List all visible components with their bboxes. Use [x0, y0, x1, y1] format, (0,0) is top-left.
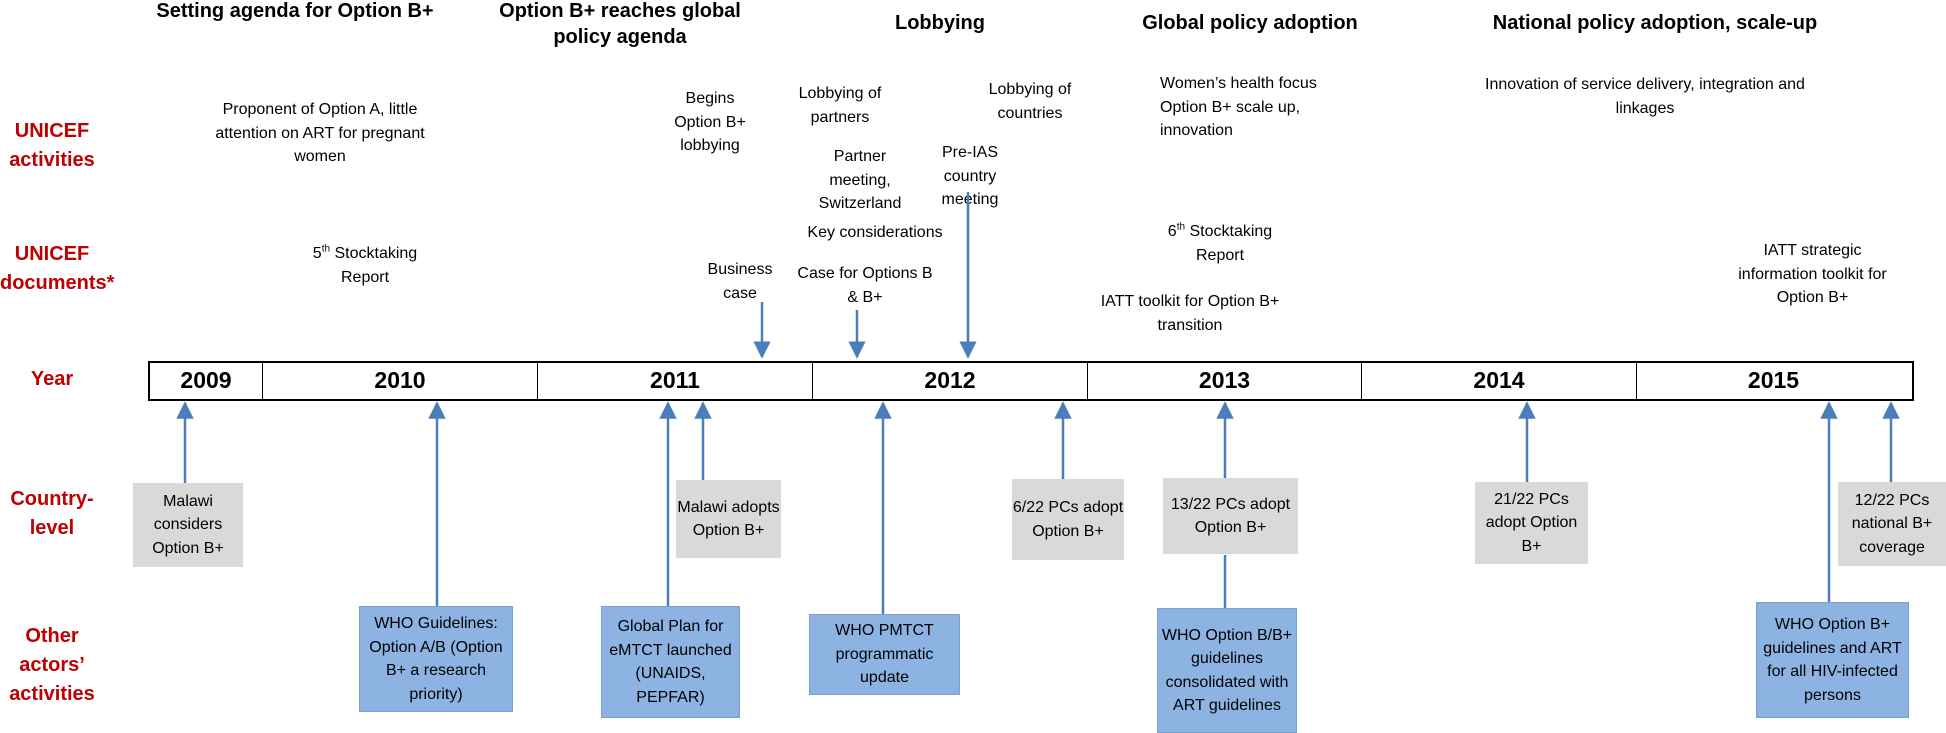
country-malawi-considers: Malawi considers Option B+ — [133, 483, 243, 567]
year-divider — [812, 361, 813, 401]
year-bar — [148, 361, 1914, 401]
row-label-unicef-activities: UNICEF activities — [9, 120, 95, 171]
doc-6th-rest: Stocktaking Report — [1185, 223, 1273, 264]
doc-6th-num: 6 — [1167, 223, 1177, 240]
country-pcs-6: 6/22 PCs adopt Option B+ — [1012, 479, 1124, 560]
year-2014: 2014 — [1473, 367, 1525, 393]
year-divider — [1636, 361, 1637, 401]
phase-global-policy: Global policy adoption — [1142, 12, 1358, 34]
activity-lobbying-partners: Lobbying of partners — [798, 85, 882, 126]
doc-6th-stocktaking: 6th Stocktaking Report — [1145, 220, 1295, 267]
year-divider — [1361, 361, 1362, 401]
phase-global-agenda: Option B+ reaches global policy agenda — [499, 0, 741, 48]
doc-6th-sup: th — [1176, 221, 1186, 233]
year-2009: 2009 — [180, 367, 232, 393]
actor-who-option-b: WHO Option B/B+ guidelines consolidated … — [1157, 608, 1297, 733]
country-malawi-adopts: Malawi adopts Option B+ — [676, 480, 781, 558]
doc-business-case: Business case — [707, 261, 773, 302]
activity-innovation: Innovation of service delivery, integrat… — [1485, 76, 1805, 117]
phase-lobbying: Lobbying — [895, 12, 985, 34]
doc-5th-stocktaking: 5th Stocktaking Report — [290, 242, 440, 289]
phase-setting-agenda: Setting agenda for Option B+ — [156, 0, 434, 22]
doc-iatt-toolkit: IATT toolkit for Option B+ transition — [1100, 293, 1280, 334]
actor-global-plan: Global Plan for eMTCT launched (UNAIDS, … — [601, 606, 740, 718]
row-label-unicef-documents: UNICEF documents* — [0, 243, 115, 294]
row-label-year: Year — [30, 368, 74, 390]
doc-key-considerations: Key considerations — [807, 224, 943, 241]
year-2010: 2010 — [374, 367, 426, 393]
doc-case-for-options: Case for Options B & B+ — [797, 265, 933, 306]
year-2012: 2012 — [924, 367, 976, 393]
activity-womens-health: Women’s health focus Option B+ scale up,… — [1160, 75, 1317, 139]
activity-partner-meeting: Partner meeting, Switzerland — [818, 148, 902, 212]
activity-lobbying-countries: Lobbying of countries — [988, 81, 1072, 122]
activity-proponent-option-a: Proponent of Option A, little attention … — [215, 101, 425, 165]
row-label-country-level: Country-level — [10, 488, 94, 539]
actor-who-guidelines: WHO Guidelines: Option A/B (Option B+ a … — [359, 606, 513, 712]
phase-national-policy: National policy adoption, scale-up — [1492, 12, 1818, 34]
country-pcs-12: 12/22 PCs national B+ coverage — [1838, 482, 1946, 566]
doc-iatt-strategic: IATT strategic information toolkit for O… — [1738, 242, 1887, 306]
year-2013: 2013 — [1198, 367, 1251, 393]
doc-5th-num: 5 — [312, 245, 322, 262]
year-2011: 2011 — [650, 367, 700, 393]
doc-5th-sup: th — [321, 243, 331, 255]
actor-who-pmtct: WHO PMTCT programmatic update — [809, 614, 960, 695]
year-divider — [1087, 361, 1088, 401]
year-divider — [262, 361, 263, 401]
row-label-other-actors: Other actors’ activities — [9, 625, 95, 705]
actor-who-option-b-plus: WHO Option B+ guidelines and ART for all… — [1756, 602, 1909, 718]
activity-begins-lobbying: Begins Option B+ lobbying — [674, 90, 746, 154]
year-2015: 2015 — [1747, 367, 1800, 393]
activity-pre-ias-meeting: Pre-IAS country meeting — [941, 144, 999, 208]
country-pcs-21: 21/22 PCs adopt Option B+ — [1475, 482, 1588, 564]
doc-5th-rest: Stocktaking Report — [330, 245, 418, 286]
year-divider — [537, 361, 538, 401]
country-pcs-13: 13/22 PCs adopt Option B+ — [1163, 478, 1298, 554]
